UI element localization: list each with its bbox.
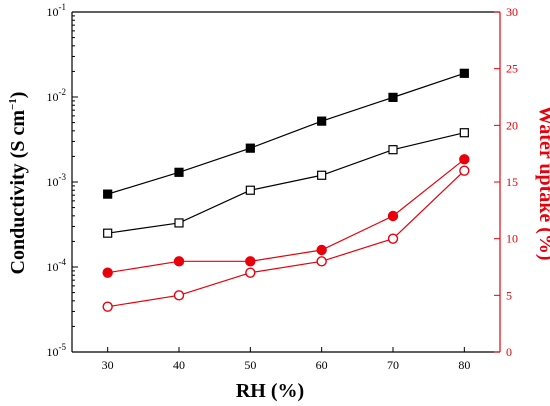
left-axis-title-close: ) (7, 92, 29, 99)
series-line (107, 132, 465, 234)
left-tick-label: 10-1 (47, 2, 67, 19)
series-1 (103, 68, 469, 199)
data-point (103, 189, 113, 199)
left-tick-base: 10 (47, 5, 59, 19)
data-point (388, 145, 398, 155)
data-point (459, 165, 470, 176)
x-tick-label: 50 (244, 358, 256, 372)
data-point (174, 218, 184, 228)
right-tick-label: 10 (506, 232, 518, 246)
right-tick-label: 0 (506, 345, 512, 359)
left-tick-label: 10-4 (47, 257, 67, 274)
data-point (459, 128, 469, 138)
data-point (173, 290, 185, 301)
left-tick-label: 10-3 (47, 172, 67, 189)
left-tick-exponent: -4 (59, 257, 67, 267)
data-point (173, 256, 185, 267)
x-tick-label: 70 (387, 358, 399, 372)
series-2 (103, 128, 469, 238)
right-tick-label: 20 (506, 118, 518, 132)
left-tick-base: 10 (47, 175, 59, 189)
data-point (317, 170, 327, 180)
x-tick-label: 80 (458, 358, 470, 372)
series-line (107, 158, 465, 274)
data-point (459, 154, 470, 165)
data-point (387, 233, 399, 244)
x-tick-label: 30 (102, 358, 114, 372)
data-point (245, 267, 256, 278)
left-tick-label: 10-5 (47, 342, 67, 359)
right-tick-label: 25 (506, 62, 518, 76)
left-tick-exponent: -5 (59, 342, 67, 352)
data-point (316, 244, 327, 256)
series-group (102, 68, 470, 312)
data-point (102, 267, 113, 278)
data-point (388, 92, 398, 102)
left-tick-exponent: -2 (59, 87, 67, 97)
left-tick-label: 10-2 (47, 87, 67, 104)
x-tick-label: 40 (173, 358, 185, 372)
series-line (107, 72, 465, 195)
axes: 30 40 50 60 70 8010-510-410-310-210-105101520… (47, 2, 519, 372)
left-tick-exponent: -3 (59, 172, 67, 182)
left-tick-base: 10 (47, 345, 59, 359)
data-point (316, 256, 327, 267)
right-tick-label: 15 (506, 175, 518, 189)
left-tick-base: 10 (47, 90, 59, 104)
right-tick-label: 30 (506, 5, 518, 19)
x-axis-title: RH (%) (236, 380, 304, 402)
series-4 (102, 165, 470, 312)
right-axis-title: Water uptake (%) (535, 105, 550, 260)
data-point (245, 143, 255, 153)
data-point (245, 185, 255, 195)
left-axis-title: Conductivity (S cm−1) (7, 92, 29, 275)
data-point (459, 68, 469, 78)
series-3 (102, 154, 470, 278)
x-tick-label: 60 (316, 358, 328, 372)
left-tick-exponent: -1 (59, 2, 67, 12)
data-point (103, 228, 113, 238)
data-point (317, 116, 327, 126)
data-point (245, 256, 256, 267)
left-axis-title-main: Conductivity (S cm (7, 110, 29, 275)
series-line (107, 170, 465, 308)
right-tick-label: 5 (506, 288, 512, 302)
data-point (387, 210, 399, 222)
left-axis-title-exponent: −1 (7, 98, 19, 110)
left-tick-base: 10 (47, 260, 59, 274)
data-point (174, 167, 184, 177)
data-point (102, 301, 113, 312)
